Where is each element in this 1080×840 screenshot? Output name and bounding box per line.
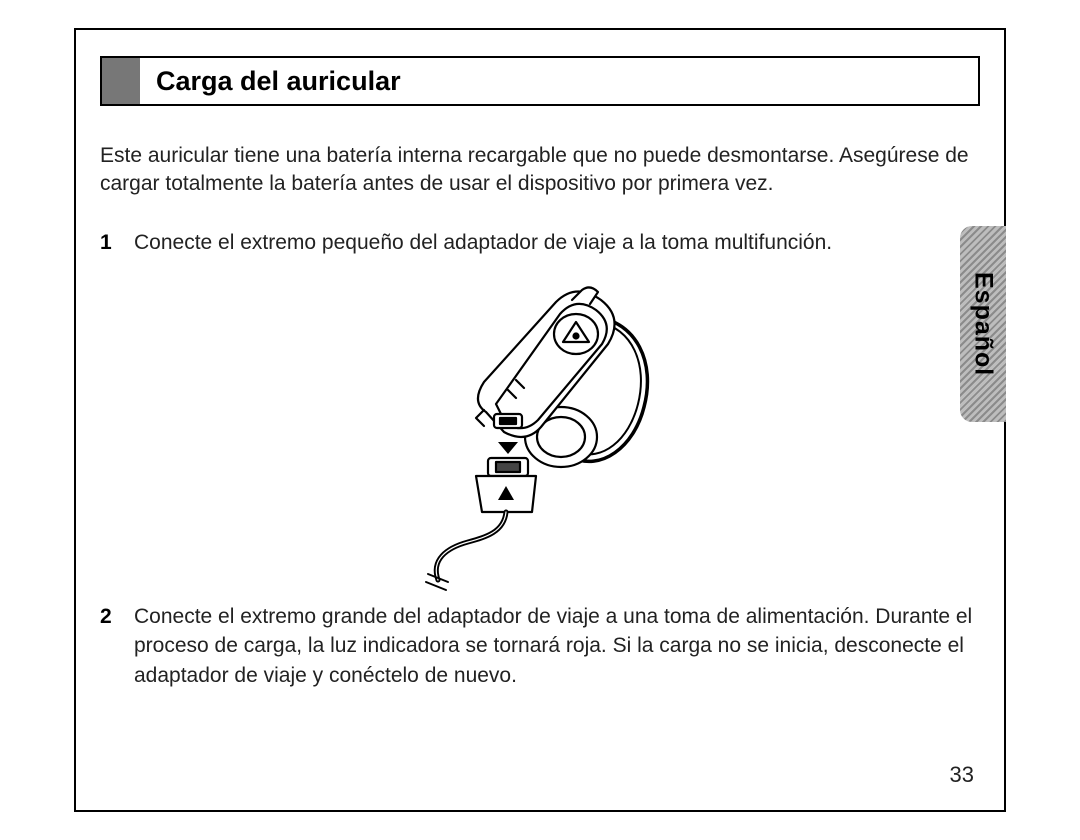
step-text: Conecte el extremo grande del adaptador … [134,602,980,690]
step-2: 2 Conecte el extremo grande del adaptado… [100,602,980,690]
page-number: 33 [950,762,974,788]
section-heading-bar: Carga del auricular [100,56,980,106]
section-title: Carga del auricular [140,58,978,104]
intro-paragraph: Este auricular tiene una batería interna… [100,142,980,199]
heading-accent-block [102,58,140,104]
step-1: 1 Conecte el extremo pequeño del adaptad… [100,228,980,257]
headset-charging-illustration [376,282,706,592]
step-number: 2 [100,602,116,690]
language-tab-label: Español [969,272,998,376]
step-number: 1 [100,228,116,257]
steps-list: 1 Conecte el extremo pequeño del adaptad… [100,228,980,275]
step-text: Conecte el extremo pequeño del adaptador… [134,228,832,257]
step-2-container: 2 Conecte el extremo grande del adaptado… [100,602,980,708]
language-tab: Español [960,226,1006,422]
manual-page: Carga del auricular Este auricular tiene… [74,28,1006,812]
headset-icon [376,282,706,592]
